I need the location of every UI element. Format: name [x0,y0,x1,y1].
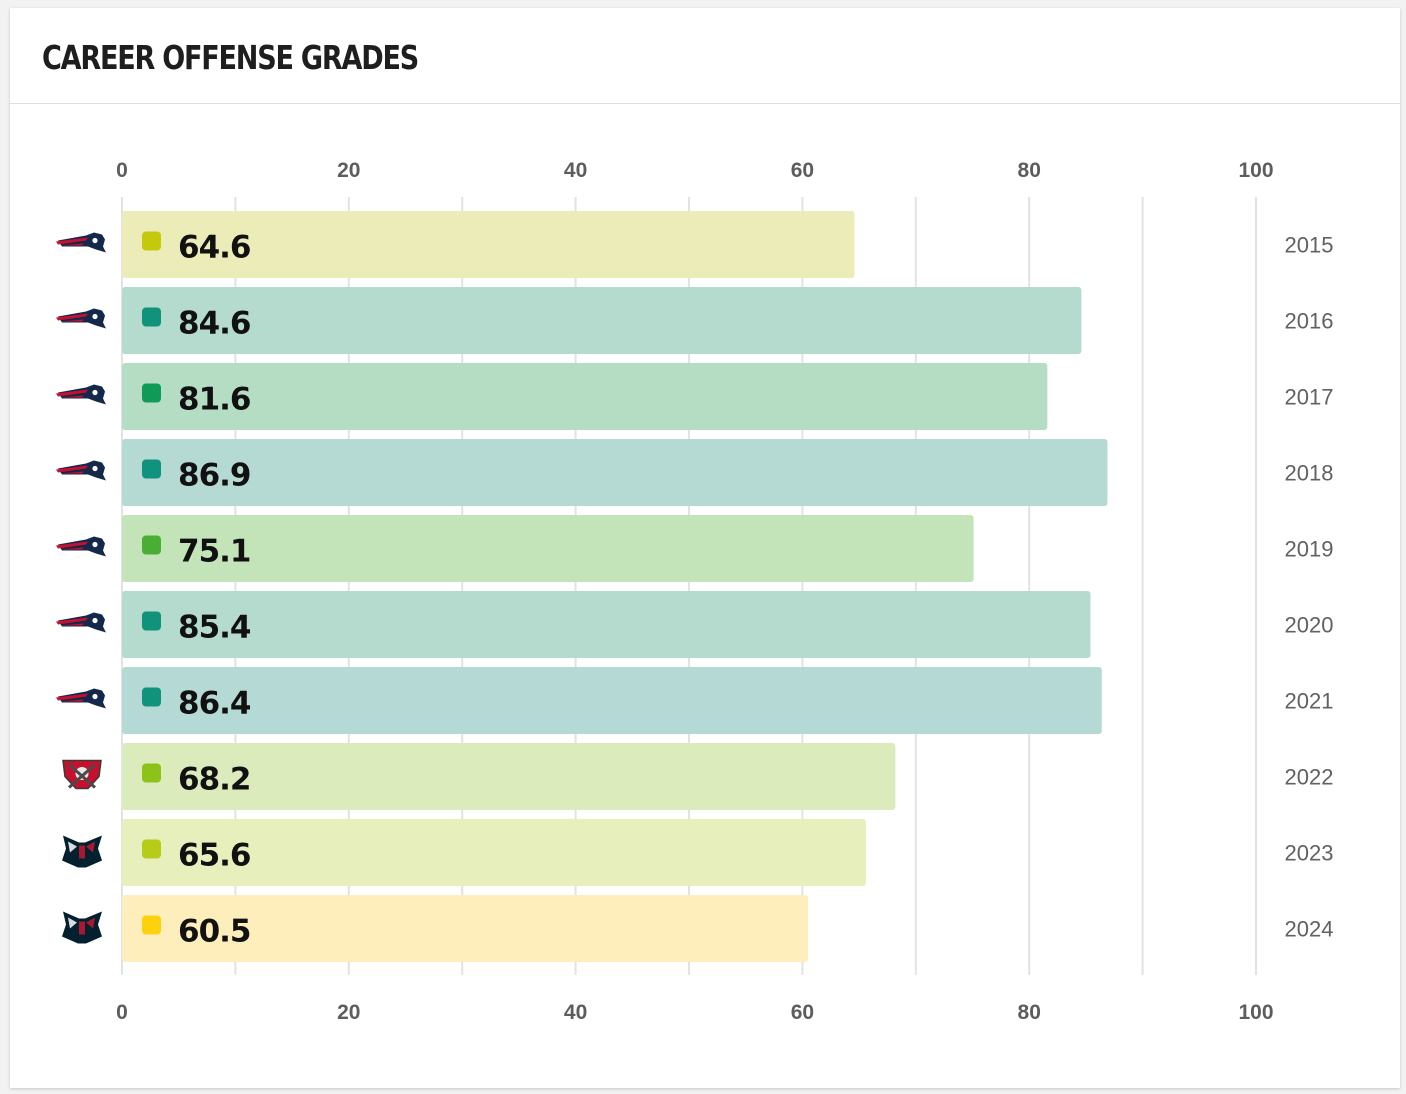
season-label: 2016 [1285,309,1334,334]
bar [122,439,1108,506]
patriots-logo-icon [56,308,106,329]
grade-color-marker [142,459,161,479]
bars: 64.6 2015 84.6 2016 81.6 2017 86.9 2018 75.1 2019… [56,211,1333,962]
bar-value-label: 85.4 [178,610,251,646]
texans-logo-icon [62,911,102,944]
bar-value-label: 64.6 [178,230,251,266]
patriots-logo-icon [56,688,106,709]
season-label: 2020 [1285,613,1334,638]
season-label: 2022 [1285,765,1334,790]
patriots-logo-icon [56,536,106,557]
x-axis-top: 0 20 40 60 80 100 [116,159,1273,182]
bar [122,211,855,278]
x-tick-label: 60 [791,1001,814,1024]
grade-color-marker [142,611,161,631]
bar [122,287,1082,354]
patriots-logo-icon [56,384,106,405]
x-tick-label: 20 [337,159,360,182]
x-tick-label: 20 [337,1001,360,1024]
x-tick-label: 80 [1018,1001,1041,1024]
bar-value-label: 68.2 [178,762,251,798]
x-tick-label: 60 [791,159,814,182]
season-label: 2024 [1285,917,1334,942]
grade-color-marker [142,383,161,403]
card-header: CAREER OFFENSE GRADES [10,8,1400,104]
season-label: 2015 [1285,233,1334,258]
grade-color-marker [142,687,161,707]
bar-value-label: 75.1 [178,534,251,570]
x-axis-bottom: 0 20 40 60 80 100 [116,1001,1273,1024]
card-title: CAREER OFFENSE GRADES [42,38,419,77]
patriots-logo-icon [56,612,106,633]
x-tick-label: 0 [116,1001,128,1024]
bar [122,515,974,582]
patriots-logo-icon [56,460,106,481]
grade-color-marker [142,535,161,555]
bar-value-label: 60.5 [178,914,251,950]
patriots-logo-icon [56,232,106,253]
bar-value-label: 86.9 [178,458,251,494]
buccaneers-logo-icon [62,759,102,790]
bar-value-label: 86.4 [178,686,251,722]
x-tick-label: 100 [1238,159,1273,182]
bar-value-label: 84.6 [178,306,251,342]
season-label: 2023 [1285,841,1334,866]
grade-color-marker [142,307,161,327]
bar-value-label: 65.6 [178,838,251,874]
bar [122,895,809,962]
grade-color-marker [142,915,161,935]
bar [122,743,896,810]
season-label: 2017 [1285,385,1334,410]
x-tick-label: 80 [1018,159,1041,182]
grade-color-marker [142,763,161,783]
x-tick-label: 0 [116,159,128,182]
season-label: 2019 [1285,537,1334,562]
x-tick-label: 40 [564,1001,587,1024]
bar [122,819,866,886]
grade-color-marker [142,839,161,859]
x-tick-label: 100 [1238,1001,1273,1024]
x-tick-label: 40 [564,159,587,182]
bar [122,667,1102,734]
bar [122,591,1091,658]
texans-logo-icon [62,835,102,868]
bar-value-label: 81.6 [178,382,251,418]
grade-color-marker [142,231,161,251]
season-label: 2018 [1285,461,1334,486]
bar [122,363,1048,430]
season-label: 2021 [1285,689,1334,714]
